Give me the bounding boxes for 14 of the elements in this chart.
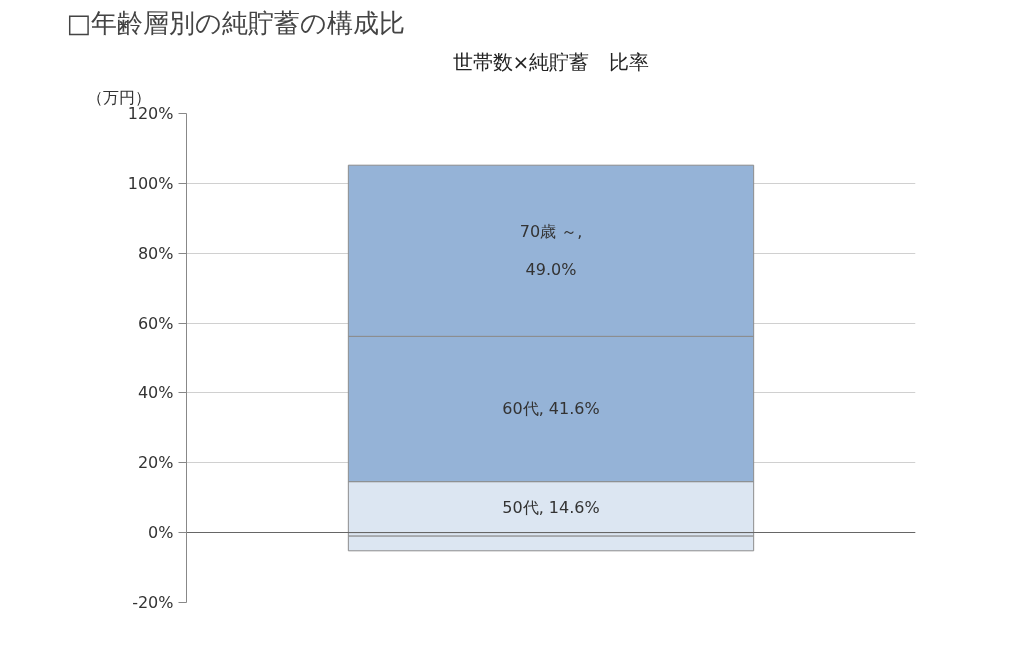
bar bbox=[347, 535, 755, 552]
y-tick-label: 20% bbox=[137, 453, 174, 473]
data-label: 60代, 41.6% bbox=[502, 399, 600, 419]
y-axis-title: （万円） bbox=[86, 87, 151, 107]
chart-subtitle: 世帯数×純貯蓄 比率 bbox=[452, 49, 650, 74]
data-label: 70歳 ～, 49.0% bbox=[519, 222, 583, 280]
y-tick-label: 40% bbox=[137, 383, 174, 403]
y-tick-label: 100% bbox=[127, 173, 174, 193]
y-tick-label: 80% bbox=[137, 243, 174, 263]
data-label: 50代, 14.6% bbox=[502, 497, 600, 517]
y-tick-label: 0% bbox=[148, 523, 174, 543]
y-tick-label: 60% bbox=[137, 313, 174, 333]
y-tick-label: -20% bbox=[132, 593, 174, 612]
chart-title: □年齢層別の純貯蓄の構成比 bbox=[66, 7, 406, 38]
